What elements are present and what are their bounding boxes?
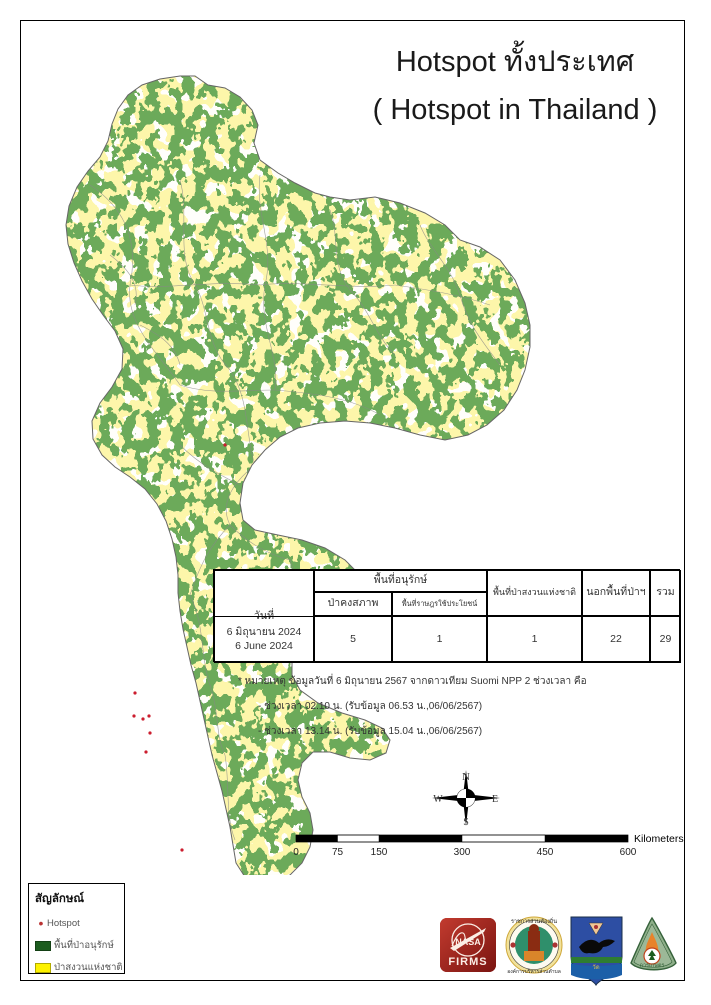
svg-text:150: 150 xyxy=(371,847,388,858)
svg-text:E: E xyxy=(492,794,498,805)
svg-text:N: N xyxy=(462,771,470,783)
svg-text:W: W xyxy=(433,794,443,805)
svg-text:0: 0 xyxy=(293,847,299,858)
svg-text:300: 300 xyxy=(454,847,471,858)
svg-text:Kilometers: Kilometers xyxy=(634,833,684,845)
svg-text:75: 75 xyxy=(332,847,344,858)
svg-text:450: 450 xyxy=(537,847,554,858)
svg-text:600: 600 xyxy=(620,847,637,858)
svg-text:S: S xyxy=(463,817,469,828)
